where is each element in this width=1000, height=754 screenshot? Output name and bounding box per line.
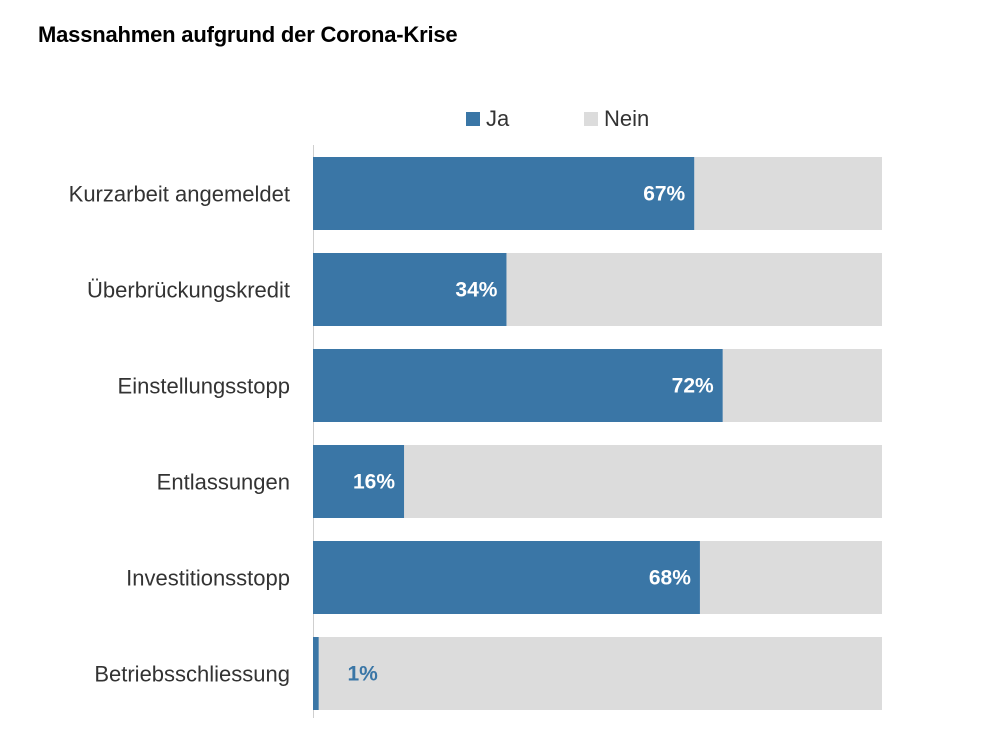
bar-ja-2: [313, 253, 507, 326]
bar-ja-4: [313, 445, 405, 518]
legend-label-ja: Ja: [486, 106, 510, 131]
category-label-6: Betriebsschliessung: [94, 662, 290, 687]
bar-nein-3: [722, 349, 882, 422]
legend-swatch-nein: [584, 112, 598, 126]
data-label-4: 16%: [353, 471, 395, 494]
category-label-1: Kurzarbeit angemeldet: [69, 182, 290, 207]
category-label-5: Investitionsstopp: [126, 566, 290, 591]
bar-ja-1: [313, 157, 695, 230]
chart-legend: Ja Nein: [0, 104, 1000, 134]
bar-nein-2: [506, 253, 882, 326]
bar-nein-4: [404, 445, 882, 518]
bar-ja-3: [313, 349, 723, 422]
category-label-2: Überbrückungskredit: [87, 278, 290, 303]
data-label-2: 34%: [455, 279, 497, 302]
legend-swatch-ja: [466, 112, 480, 126]
bar-nein-6: [318, 637, 882, 710]
category-label-4: Entlassungen: [157, 470, 290, 495]
data-label-3: 72%: [672, 375, 714, 398]
data-label-5: 68%: [649, 567, 691, 590]
legend-item-nein: Nein: [584, 104, 649, 134]
bar-ja-5: [313, 541, 700, 614]
chart-title: Massnahmen aufgrund der Corona-Krise: [38, 22, 458, 47]
bar-ja-6: [313, 637, 319, 710]
data-label-1: 67%: [643, 183, 685, 206]
legend-item-ja: Ja: [466, 104, 509, 134]
bar-nein-5: [699, 541, 882, 614]
legend-label-nein: Nein: [604, 106, 650, 131]
category-label-3: Einstellungsstopp: [118, 374, 290, 399]
bar-nein-1: [694, 157, 882, 230]
data-label-6: 1%: [348, 663, 379, 686]
